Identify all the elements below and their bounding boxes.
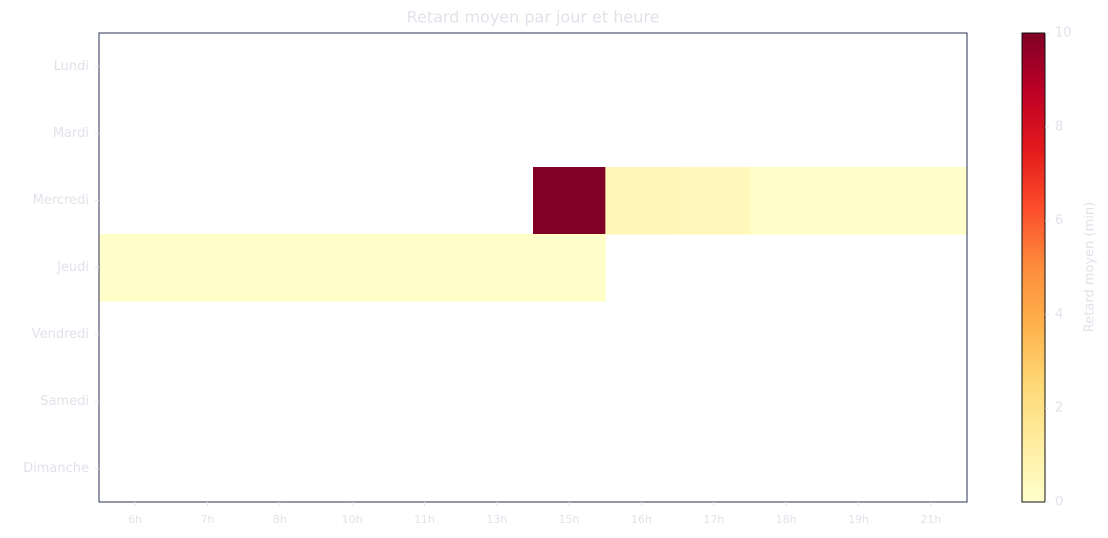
heatmap-cell (822, 167, 896, 235)
x-tick-label: 7h (201, 513, 215, 526)
heatmap-cell (316, 234, 389, 302)
y-tick-label: Lundi (54, 59, 89, 74)
heatmap-cell (243, 234, 317, 302)
colorbar-tick-label: 2 (1055, 401, 1063, 416)
y-tick-label: Mercredi (33, 193, 89, 208)
y-tick-label: Samedi (40, 394, 89, 409)
colorbar (1021, 32, 1046, 503)
x-tick-label: 19h (848, 513, 869, 526)
x-tick-label: 17h (703, 513, 724, 526)
y-tick-label: Vendredi (32, 327, 89, 342)
colorbar-tick-label: 10 (1055, 26, 1072, 41)
y-tick-label: Mardi (53, 126, 89, 141)
colorbar-tick-label: 8 (1055, 119, 1063, 134)
heatmap-cell (750, 167, 823, 235)
heatmap-cell (605, 167, 679, 235)
heatmap-cell (388, 234, 462, 302)
heatmap-cell (533, 234, 606, 302)
x-tick-label: 6h (128, 513, 142, 526)
heatmap-cell (677, 167, 751, 235)
x-tick-label: 11h (414, 513, 435, 526)
x-tick-label: 8h (273, 513, 287, 526)
x-tick-label: 13h (486, 513, 507, 526)
colorbar-label: Retard moyen (min) (1083, 202, 1098, 332)
colorbar-tick-label: 0 (1055, 495, 1063, 510)
x-tick-label: 10h (342, 513, 363, 526)
colorbar-tick-label: 6 (1055, 213, 1063, 228)
x-tick-label: 21h (920, 513, 941, 526)
heatmap-cell (171, 234, 245, 302)
x-tick-label: 15h (559, 513, 580, 526)
colorbar-tick-label: 4 (1055, 307, 1063, 322)
heatmap-cell (460, 234, 534, 302)
heatmap-cell (894, 167, 968, 235)
heatmap-cell (99, 234, 172, 302)
y-tick-label: Jeudi (56, 260, 89, 275)
heatmap-cell (533, 167, 606, 235)
chart-title: Retard moyen par jour et heure (407, 8, 660, 27)
x-tick-label: 16h (631, 513, 652, 526)
y-tick-label: Dimanche (23, 461, 89, 476)
x-tick-label: 18h (776, 513, 797, 526)
